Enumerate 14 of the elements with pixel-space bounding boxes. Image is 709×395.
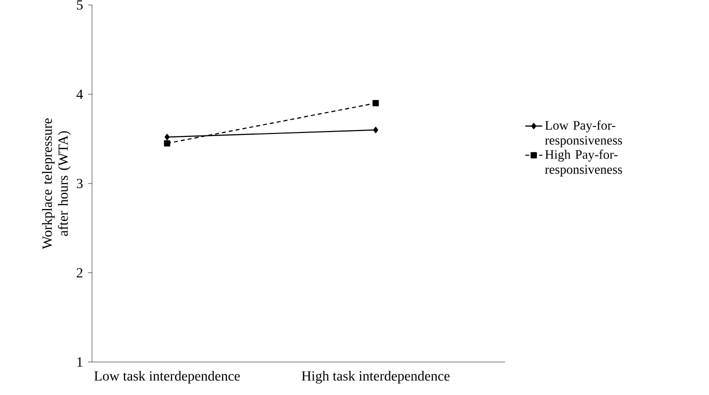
y-tick-label: 3 <box>76 178 83 188</box>
point <box>164 140 170 146</box>
point <box>373 126 378 134</box>
y-tick-label: 4 <box>76 90 83 99</box>
point <box>164 134 170 140</box>
legend-label: High Pay-for-responsiveness <box>545 150 622 176</box>
x-tick-label: High task interdependence <box>302 370 450 384</box>
y-tick-label: 5 <box>76 0 83 10</box>
point <box>372 100 379 106</box>
y-tick-label: 1 <box>77 357 82 367</box>
y-axis-title: Workplace telepressure after hours (WTA) <box>42 118 71 250</box>
legend-label: Low Pay-for-responsiveness <box>545 120 622 148</box>
y-tick-label: 2 <box>76 268 82 278</box>
x-tick-label: Low task interdependence <box>94 370 240 384</box>
